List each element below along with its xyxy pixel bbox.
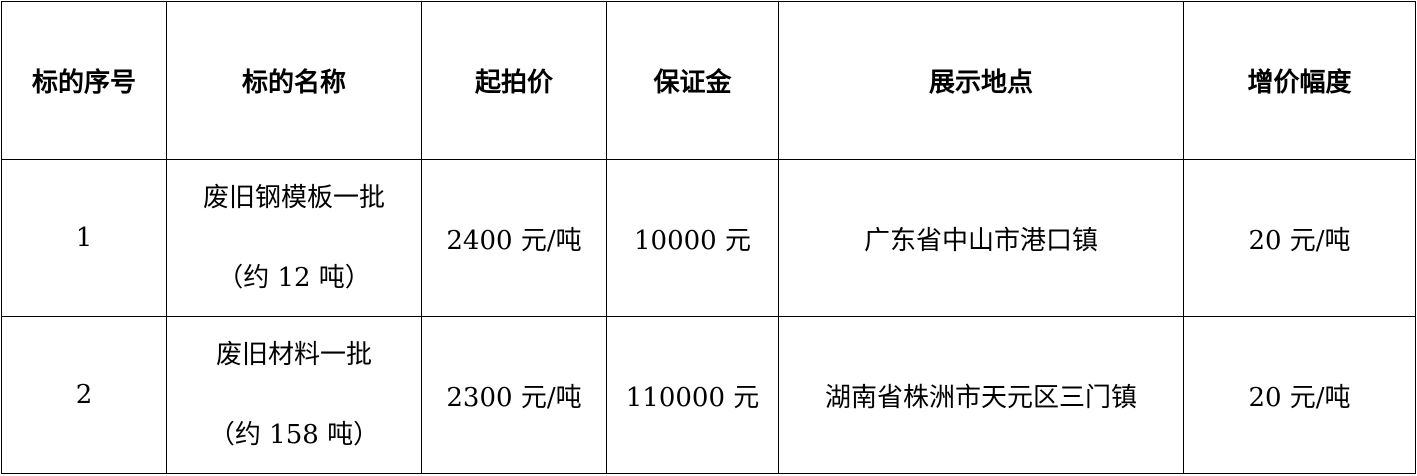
lot-quantity: （约 12 吨） <box>217 263 371 293</box>
lot-number: 2 <box>1 316 167 474</box>
header-deposit: 保证金 <box>606 1 779 160</box>
header-start-price: 起拍价 <box>421 1 607 160</box>
start-price: 2400 元/吨 <box>421 159 607 317</box>
deposit: 110000 元 <box>606 316 779 474</box>
lot-name: 废旧钢模板一批 <box>202 183 385 213</box>
header-location: 展示地点 <box>778 1 1184 160</box>
lot-name-cell: 废旧钢模板一批 （约 12 吨） <box>166 159 422 317</box>
increment: 20 元/吨 <box>1183 159 1416 317</box>
location: 广东省中山市港口镇 <box>778 159 1184 317</box>
lot-name-cell: 废旧材料一批 （约 158 吨） <box>166 316 422 474</box>
table-row: 2 废旧材料一批 （约 158 吨） 2300 元/吨 110000 元 湖南省… <box>1 316 1416 474</box>
header-increment: 增价幅度 <box>1183 1 1416 160</box>
table-row: 1 废旧钢模板一批 （约 12 吨） 2400 元/吨 10000 元 广东省中… <box>1 159 1416 317</box>
deposit: 10000 元 <box>606 159 779 317</box>
increment: 20 元/吨 <box>1183 316 1416 474</box>
start-price: 2300 元/吨 <box>421 316 607 474</box>
header-lot-name: 标的名称 <box>166 1 422 160</box>
lot-quantity: （约 158 吨） <box>208 420 380 450</box>
header-row: 标的序号 标的名称 起拍价 保证金 展示地点 增价幅度 <box>1 1 1416 160</box>
lot-name: 废旧材料一批 <box>215 340 372 370</box>
lot-number: 1 <box>1 159 167 317</box>
header-lot-number: 标的序号 <box>1 1 167 160</box>
location: 湖南省株洲市天元区三门镇 <box>778 316 1184 474</box>
